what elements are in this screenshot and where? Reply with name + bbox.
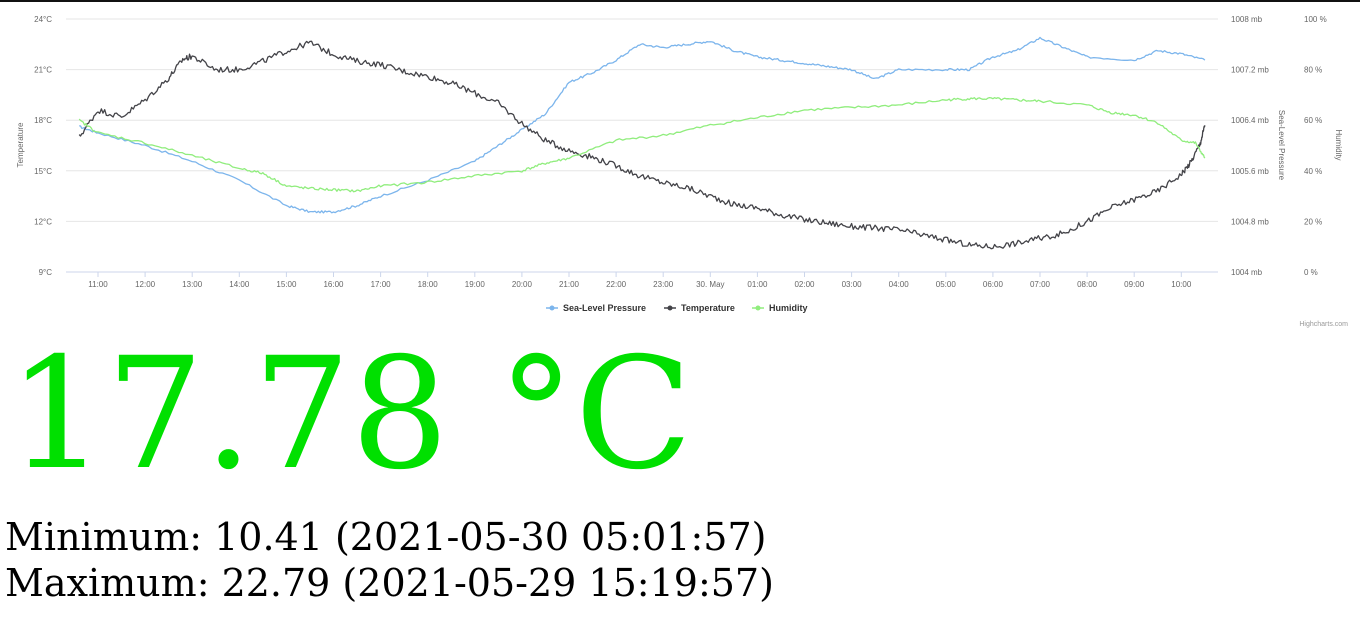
series-line-sea-level-pressure[interactable] — [79, 36, 1206, 214]
legend-label: Sea-Level Pressure — [563, 303, 646, 313]
chart-axis-labels: 9°C 1004 mb 0 % 12°C 1004.8 mb 20 % 15°C 1005.6… — [16, 15, 1343, 289]
x-tick-label: 13:00 — [182, 280, 203, 289]
x-tick-label: 04:00 — [889, 280, 910, 289]
x-tick-label: 10:00 — [1171, 280, 1192, 289]
pressure-tick-label: 1004 mb — [1231, 268, 1263, 277]
pressure-tick-label: 1004.8 mb — [1231, 217, 1269, 226]
humidity-tick-label: 80 % — [1304, 66, 1322, 75]
humidity-tick-label: 100 % — [1304, 15, 1327, 24]
temperature-tick-label: 12°C — [34, 217, 52, 226]
x-tick-label: 19:00 — [465, 280, 486, 289]
pressure-axis-title: Sea-Level Pressure — [1277, 110, 1286, 181]
legend-label: Temperature — [681, 303, 735, 313]
humidity-tick-label: 20 % — [1304, 217, 1322, 226]
series-line-temperature[interactable] — [78, 40, 1206, 250]
humidity-tick-label: 60 % — [1304, 116, 1322, 125]
x-tick-label: 03:00 — [842, 280, 863, 289]
humidity-axis-title: Humidity — [1334, 129, 1343, 160]
temperature-tick-label: 9°C — [39, 268, 53, 277]
chart-grid — [66, 18, 1218, 277]
x-tick-label: 02:00 — [794, 280, 815, 289]
temperature-stats: Minimum: 10.41 (2021-05-30 05:01:57) Max… — [5, 514, 774, 606]
legend-item-humidity[interactable]: Humidity — [752, 303, 808, 313]
legend-marker — [549, 305, 555, 311]
pressure-tick-label: 1008 mb — [1231, 15, 1263, 24]
legend-marker — [667, 305, 673, 311]
legend-marker — [755, 305, 761, 311]
pressure-tick-label: 1006.4 mb — [1231, 116, 1269, 125]
legend-item-sea-level-pressure[interactable]: Sea-Level Pressure — [546, 303, 646, 313]
x-tick-label: 18:00 — [418, 280, 439, 289]
x-tick-label: 01:00 — [747, 280, 768, 289]
x-tick-label: 06:00 — [983, 280, 1004, 289]
weather-chart: 9°C 1004 mb 0 % 12°C 1004.8 mb 20 % 15°C 1005.6… — [16, 15, 1348, 328]
current-temperature: 17.78 °C — [8, 325, 693, 504]
x-tick-label: 22:00 — [606, 280, 627, 289]
x-tick-label: 09:00 — [1124, 280, 1145, 289]
chart-legend[interactable]: Sea-Level Pressure Temperature Humidity — [546, 303, 808, 313]
x-tick-label: 08:00 — [1077, 280, 1098, 289]
x-tick-label: 20:00 — [512, 280, 533, 289]
legend-label: Humidity — [769, 303, 808, 313]
x-tick-label: 07:00 — [1030, 280, 1051, 289]
minimum-stat: Minimum: 10.41 (2021-05-30 05:01:57) — [5, 515, 767, 559]
legend-item-temperature[interactable]: Temperature — [664, 303, 735, 313]
pressure-tick-label: 1007.2 mb — [1231, 66, 1269, 75]
x-tick-label: 30. May — [696, 280, 724, 289]
humidity-tick-label: 0 % — [1304, 268, 1318, 277]
x-tick-label: 12:00 — [135, 280, 156, 289]
x-tick-label: 15:00 — [276, 280, 297, 289]
temperature-tick-label: 15°C — [34, 167, 52, 176]
temperature-tick-label: 21°C — [34, 66, 52, 75]
x-tick-label: 05:00 — [936, 280, 957, 289]
temperature-axis-title: Temperature — [16, 122, 25, 167]
x-tick-label: 23:00 — [653, 280, 674, 289]
x-tick-label: 21:00 — [559, 280, 580, 289]
x-tick-label: 16:00 — [323, 280, 344, 289]
maximum-stat: Maximum: 22.79 (2021-05-29 15:19:57) — [5, 561, 774, 605]
x-tick-label: 17:00 — [371, 280, 392, 289]
x-tick-label: 11:00 — [88, 280, 108, 289]
chart-series — [78, 36, 1206, 250]
temperature-tick-label: 24°C — [34, 15, 52, 24]
temperature-tick-label: 18°C — [34, 116, 52, 125]
chart-credits[interactable]: Highcharts.com — [1299, 321, 1348, 328]
humidity-tick-label: 40 % — [1304, 167, 1322, 176]
series-line-humidity[interactable] — [78, 96, 1206, 193]
pressure-tick-label: 1005.6 mb — [1231, 167, 1269, 176]
x-tick-label: 14:00 — [229, 280, 250, 289]
